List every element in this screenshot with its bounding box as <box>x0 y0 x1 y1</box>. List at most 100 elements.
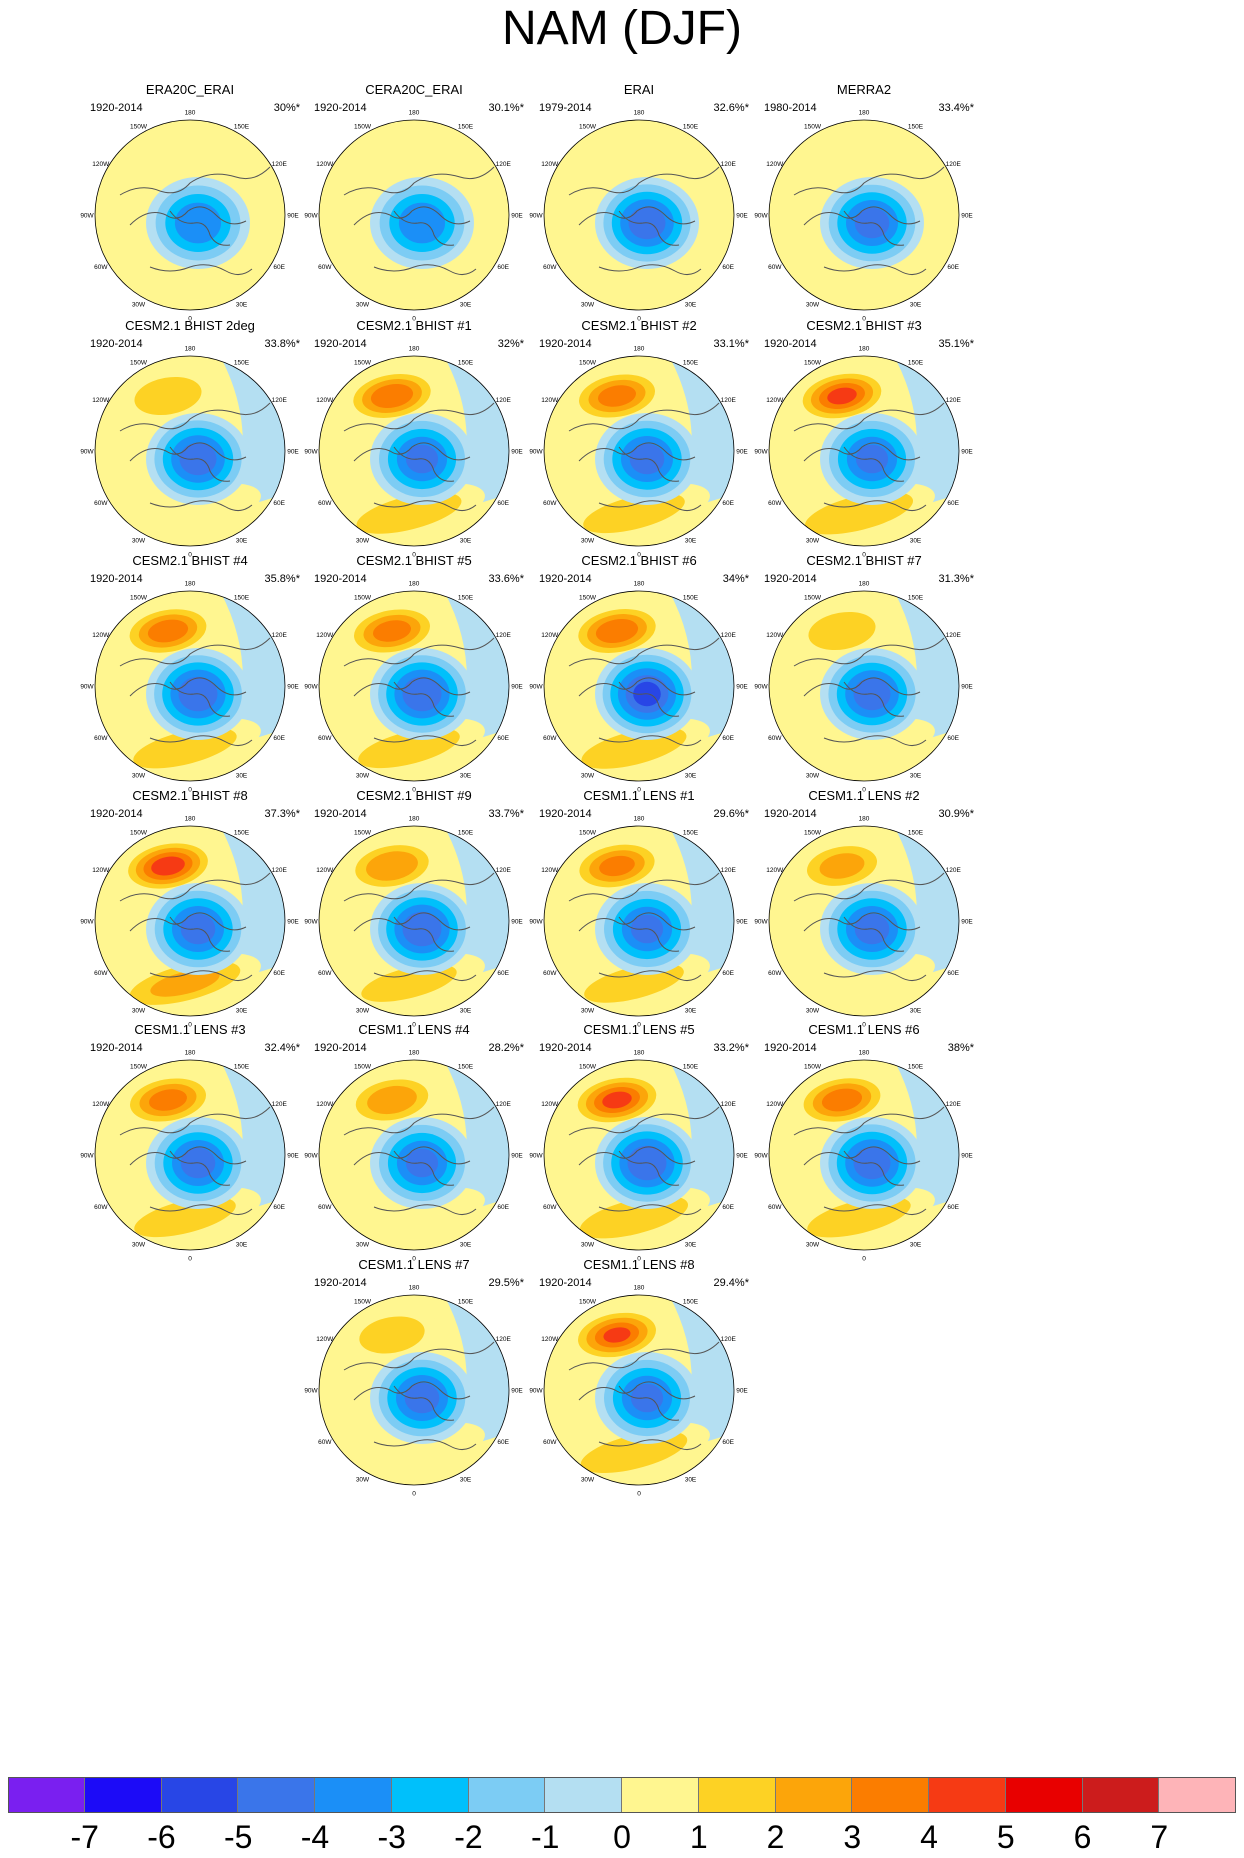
longitude-label: 90E <box>736 213 748 220</box>
colorbar-tick-label: -2 <box>454 1819 483 1855</box>
longitude-label: 30W <box>806 302 820 309</box>
longitude-label: 180 <box>634 110 645 117</box>
map-boundary <box>768 590 960 782</box>
longitude-label: 180 <box>634 346 645 353</box>
longitude-label: 30W <box>356 1242 370 1249</box>
pacific-high-contour-1 <box>569 133 665 187</box>
polar-map: 180 150E 120E 90E 60E 30E 0 30W 60W 90W 120W 150W <box>529 816 748 1029</box>
longitude-label: 180 <box>409 110 420 117</box>
panel-title: CERA20C_ERAI <box>365 82 463 97</box>
longitude-label: 60W <box>94 500 108 507</box>
longitude-label: 120W <box>541 1336 559 1343</box>
map-panel: CERA20C_ERAI 1920-2014 30.1%* 180 150E 120E 90… <box>304 82 554 342</box>
panel-period: 1920-2014 <box>764 573 817 585</box>
panel-variance-percent: 35.8%* <box>264 573 300 585</box>
coastlines <box>119 637 271 746</box>
panel-variance-percent: 31.3%* <box>938 573 974 585</box>
longitude-label: 0 <box>862 316 866 323</box>
longitude-label: 120W <box>316 1101 334 1108</box>
pacific-high-contour-3 <box>367 1085 417 1115</box>
longitude-label: 90W <box>754 919 768 926</box>
longitude-label: 60E <box>722 500 734 507</box>
longitude-label: 90E <box>511 1388 523 1395</box>
panel-variance-percent: 33.6%* <box>488 573 524 585</box>
colorbar-cell <box>391 1777 469 1813</box>
longitude-label: 0 <box>188 1022 192 1029</box>
longitude-label: 150W <box>130 594 148 601</box>
map-panel: CESM2.1 BHIST #6 1920-2014 34%* 180 150E 120E… <box>529 553 779 813</box>
longitude-label: 120E <box>496 1336 512 1343</box>
longitude-label: 60E <box>722 1204 734 1211</box>
map-boundary <box>318 1294 510 1486</box>
panel-variance-percent: 33.8%* <box>264 338 300 350</box>
longitude-label: 120W <box>316 397 334 404</box>
longitude-label: 60W <box>318 500 332 507</box>
longitude-label: 120W <box>541 1101 559 1108</box>
longitude-label: 120E <box>272 1101 288 1108</box>
longitude-label: 180 <box>409 346 420 353</box>
map-boundary <box>543 590 735 782</box>
map-boundary <box>543 1059 735 1251</box>
longitude-label: 90E <box>961 213 973 220</box>
longitude-label: 120W <box>316 161 334 168</box>
map-panel: ERA20C_ERAI 1920-2014 30%* 180 150E 120E 90E 60… <box>80 82 330 342</box>
longitude-label: 120W <box>766 161 784 168</box>
longitude-label: 120E <box>496 1101 512 1108</box>
colorbar-tick-label: 3 <box>843 1819 862 1855</box>
panel-variance-percent: 32%* <box>497 338 524 350</box>
longitude-label: 30W <box>581 1242 595 1249</box>
panel-title: CESM2.1 BHIST #9 <box>356 788 472 803</box>
map-boundary <box>94 825 286 1017</box>
longitude-label: 150W <box>354 829 372 836</box>
longitude-label: 150E <box>234 123 250 130</box>
longitude-label: 180 <box>859 816 870 823</box>
panel-variance-percent: 30%* <box>273 102 300 114</box>
colorbar-tick-label: -5 <box>224 1819 253 1855</box>
colorbar-tick-label: 4 <box>920 1819 938 1855</box>
longitude-label: 30E <box>460 302 472 309</box>
longitude-label: 90W <box>304 449 318 456</box>
pacific-high-contour-4 <box>373 620 411 642</box>
coastlines <box>343 166 495 275</box>
panel-title: CESM1.1 LENS #4 <box>358 1022 470 1037</box>
panel-period: 1920-2014 <box>314 573 367 585</box>
longitude-label: 90E <box>511 919 523 926</box>
panel-variance-percent: 30.9%* <box>938 808 974 820</box>
colorbar-tick-label: 6 <box>1073 1819 1092 1855</box>
coastlines <box>568 166 720 275</box>
longitude-label: 150W <box>130 123 148 130</box>
longitude-label: 30W <box>806 1242 820 1249</box>
longitude-label: 150E <box>908 829 924 836</box>
longitude-label: 60W <box>543 1204 557 1211</box>
colorbar-labels: -7 -6 -5 -4 -3 -2 -1 0 1 2 3 4 5 6 7 <box>0 1818 1244 1858</box>
pacific-high-contour-1 <box>344 133 440 187</box>
panel-period: 1920-2014 <box>314 1277 367 1289</box>
panel-variance-percent: 33.4%* <box>938 102 974 114</box>
longitude-label: 120W <box>541 867 559 874</box>
longitude-label: 30W <box>806 773 820 780</box>
longitude-label: 150E <box>908 1063 924 1070</box>
map-boundary <box>94 119 286 311</box>
longitude-label: 90E <box>736 1153 748 1160</box>
map-panel: CESM2.1 BHIST #5 1920-2014 33.6%* 180 150E 12… <box>304 553 554 813</box>
longitude-label: 90E <box>736 684 748 691</box>
panel-title: CESM2.1 BHIST #2 <box>581 318 697 333</box>
colorbar-tick-label: 7 <box>1150 1819 1169 1855</box>
longitude-label: 30W <box>581 538 595 545</box>
longitude-label: 90W <box>304 684 318 691</box>
longitude-label: 60W <box>543 735 557 742</box>
pacific-high-contour-5 <box>151 856 185 876</box>
longitude-label: 30E <box>236 773 248 780</box>
longitude-label: 30E <box>685 302 697 309</box>
longitude-label: 0 <box>412 787 416 794</box>
longitude-label: 90E <box>511 449 523 456</box>
pacific-high-contour-3 <box>819 853 865 879</box>
longitude-label: 0 <box>412 316 416 323</box>
longitude-label: 60E <box>497 500 509 507</box>
longitude-label: 30W <box>806 1008 820 1015</box>
longitude-label: 90E <box>287 1153 299 1160</box>
polar-map: 180 150E 120E 90E 60E 30E 0 30W 60W 90W 120W 150W <box>80 1050 299 1263</box>
map-panel: CESM1.1 LENS #6 1920-2014 38%* 180 150E 120E 9… <box>754 1022 1004 1282</box>
longitude-label: 60W <box>543 500 557 507</box>
longitude-label: 120W <box>92 161 110 168</box>
